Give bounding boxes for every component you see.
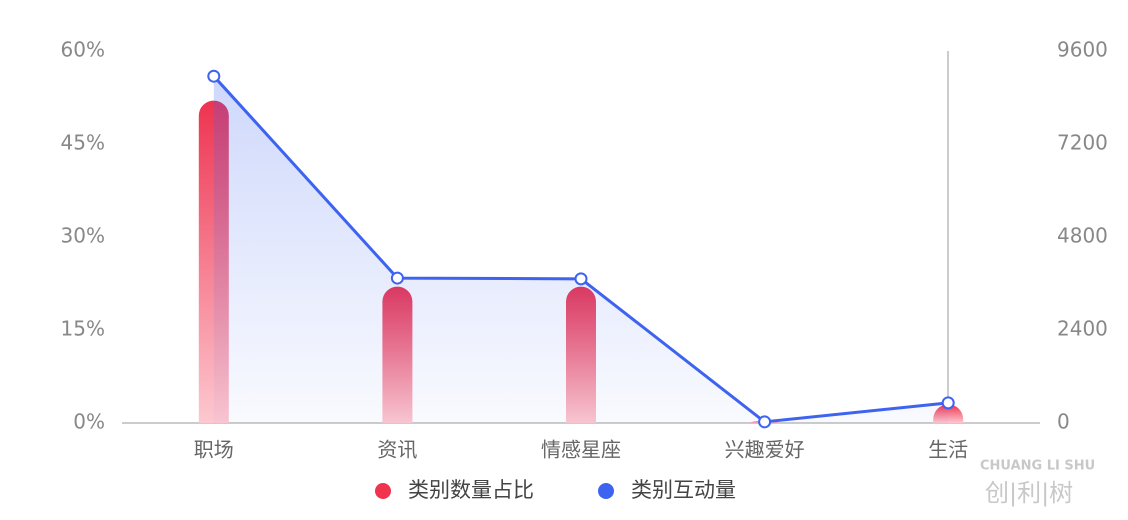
y-tick-label: 45% bbox=[61, 131, 105, 155]
y-tick-label: 60% bbox=[61, 38, 105, 62]
x-tick-label: 兴趣爱好 bbox=[725, 438, 805, 462]
point bbox=[758, 415, 772, 429]
point bbox=[390, 271, 404, 285]
legend-label[interactable]: 类别数量占比 bbox=[408, 478, 534, 502]
watermark: 创|利|树 bbox=[985, 479, 1073, 507]
x-tick-label: 生活 bbox=[928, 438, 968, 462]
point bbox=[941, 396, 955, 410]
x-tick-label: 职场 bbox=[194, 438, 234, 462]
y2-tick-label: 4800 bbox=[1057, 224, 1108, 248]
legend-marker[interactable] bbox=[598, 483, 614, 499]
point bbox=[207, 69, 221, 83]
y2-tick-label: 9600 bbox=[1057, 38, 1108, 62]
y-tick-label: 30% bbox=[61, 224, 105, 248]
watermark: CHUANG LI SHU bbox=[980, 459, 1095, 474]
y-tick-label: 0% bbox=[73, 410, 105, 434]
y2-tick-label: 7200 bbox=[1057, 131, 1108, 155]
y2-tick-label: 0 bbox=[1057, 410, 1070, 434]
area bbox=[213, 76, 949, 423]
y2-tick-label: 2400 bbox=[1057, 317, 1108, 341]
x-tick-label: 资讯 bbox=[377, 438, 417, 462]
legend-label[interactable]: 类别互动量 bbox=[631, 478, 736, 502]
x-tick-label: 情感星座 bbox=[541, 438, 621, 462]
legend-marker[interactable] bbox=[375, 483, 391, 499]
y-tick-label: 15% bbox=[61, 317, 105, 341]
point bbox=[574, 272, 588, 286]
